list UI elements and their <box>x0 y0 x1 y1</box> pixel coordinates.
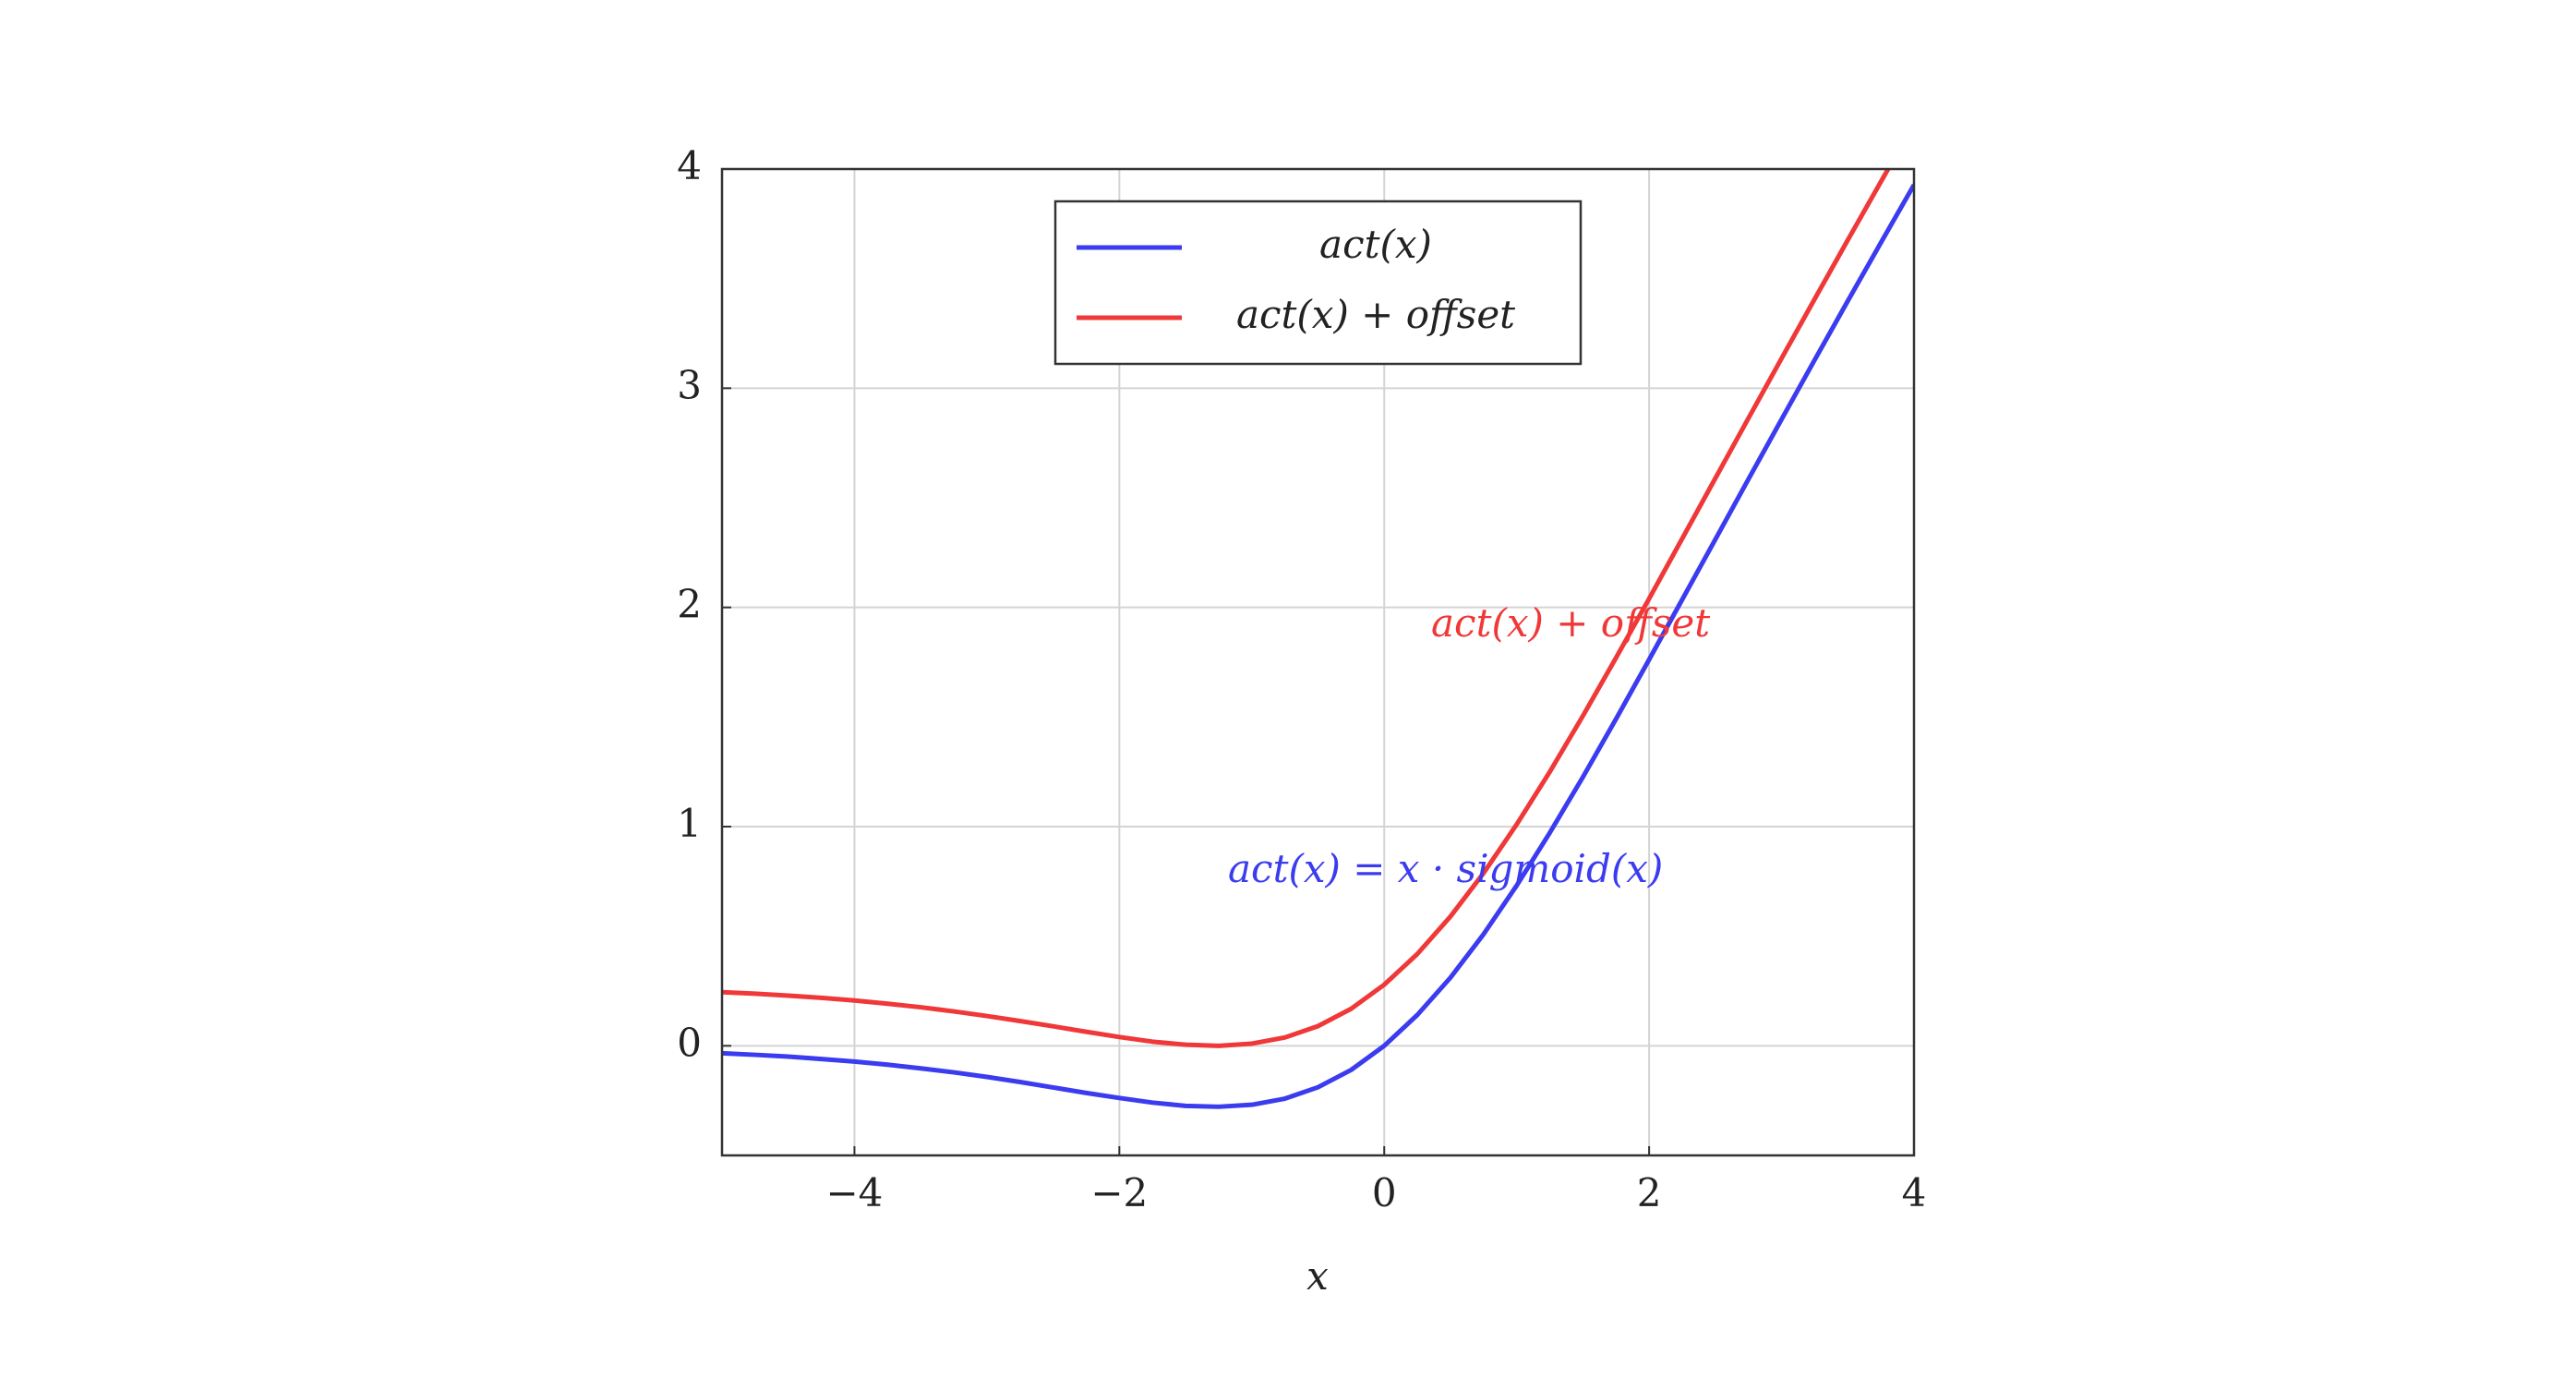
y-tick-label: 3 <box>677 362 702 407</box>
line-series <box>722 169 1891 1048</box>
legend-box <box>1053 199 1583 366</box>
x-tick-label: 4 <box>1902 1170 1927 1215</box>
y-tick-label: 4 <box>677 143 702 188</box>
legend-label: act(x) + offset <box>1236 292 1515 337</box>
y-tick-label: 2 <box>677 582 702 627</box>
line-series <box>722 183 1914 1109</box>
x-tick-label: −4 <box>825 1170 883 1215</box>
y-tick-label: 0 <box>677 1020 702 1065</box>
x-axis-label: x <box>1306 1253 1329 1299</box>
legend-label: act(x) <box>1319 222 1432 267</box>
x-tick-label: 2 <box>1637 1170 1662 1215</box>
plot-lines <box>722 169 1914 1109</box>
y-tick-label: 1 <box>677 801 702 846</box>
plot-frame <box>720 167 1916 1157</box>
x-tick-label: 0 <box>1372 1170 1397 1215</box>
x-tick-label: −2 <box>1090 1170 1148 1215</box>
annotation: act(x) + offset <box>1431 600 1710 646</box>
annotation: act(x) = x · sigmoid(x) <box>1228 846 1663 891</box>
